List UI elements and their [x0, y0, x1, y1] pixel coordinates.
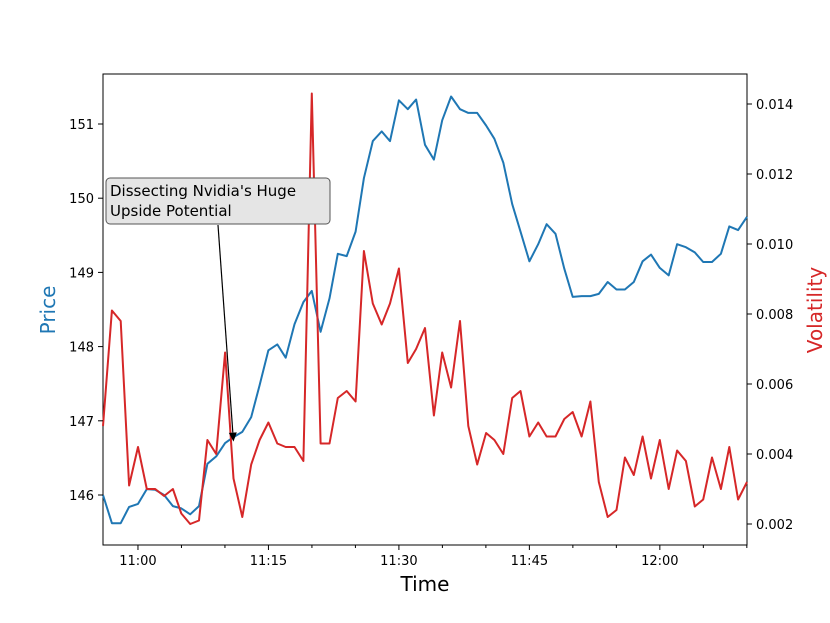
price-series-line: [102, 95, 748, 525]
annotation: Dissecting Nvidia's Huge Upside Potentia…: [105, 177, 331, 442]
annotation-line-2: Upside Potential: [110, 202, 232, 220]
volatility-tick-label: 0.002: [756, 518, 793, 533]
x-tick-label: 11:15: [250, 554, 287, 569]
volatility-series-line: [102, 92, 748, 525]
volatility-tick-label: 0.014: [756, 98, 793, 113]
x-axis-title: Time: [400, 572, 450, 596]
price-tick-label: 149: [69, 266, 94, 281]
annotation-arrowhead: [228, 432, 237, 442]
volatility-tick-label: 0.004: [756, 448, 793, 463]
price-tick-label: 151: [69, 118, 94, 133]
x-tick-label: 12:00: [641, 554, 678, 569]
series-layer: [102, 92, 748, 525]
annotation-arrow: [217, 224, 234, 433]
price-tick-label: 148: [69, 341, 94, 356]
price-axis-title: Price: [36, 286, 60, 335]
price-tick-label: 146: [69, 489, 94, 504]
plot-area: [102, 73, 748, 546]
annotation-line-1: Dissecting Nvidia's Huge: [110, 182, 296, 200]
volatility-tick-label: 0.008: [756, 308, 793, 323]
volatility-axis: 0.002 0.004 0.006 0.008 0.010 0.012 0.014: [747, 98, 793, 533]
volatility-axis-title: Volatility: [803, 267, 827, 354]
x-tick-label: 11:00: [119, 554, 156, 569]
volatility-tick-label: 0.006: [756, 378, 793, 393]
price-tick-label: 147: [69, 415, 94, 430]
price-tick-label: 150: [69, 192, 94, 207]
price-axis: 146 147 148 149 150 151: [69, 118, 103, 504]
x-tick-label: 11:30: [380, 554, 417, 569]
annotation-box: [105, 177, 331, 225]
volatility-tick-label: 0.010: [756, 238, 793, 253]
volatility-tick-label: 0.012: [756, 168, 793, 183]
x-tick-label: 11:45: [511, 554, 548, 569]
x-axis: 11:00 11:15 11:30 11:45 12:00: [119, 545, 748, 569]
